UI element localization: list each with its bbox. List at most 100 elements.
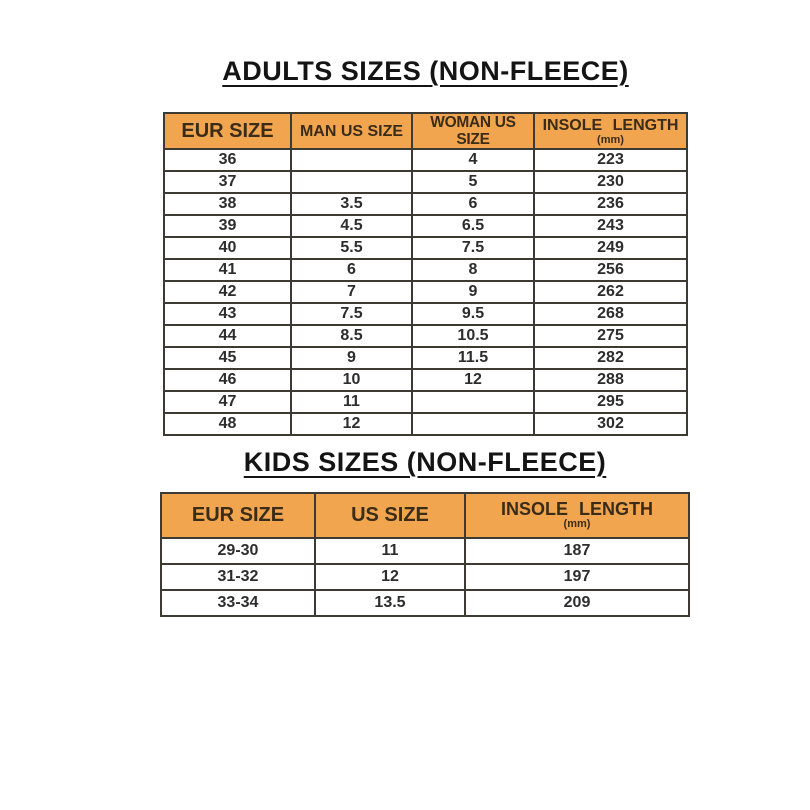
adults-table-cell: 223 [533, 148, 688, 172]
adults-table-cell: 10 [290, 368, 413, 392]
adults-table-cell: 47 [163, 390, 292, 414]
adults-table-cell: 6 [411, 192, 535, 216]
column-label: WOMAN US SIZE [430, 114, 516, 148]
adults-table-cell: 46 [163, 368, 292, 392]
adults-table-cell: 6.5 [411, 214, 535, 238]
kids-table-header-row: EUR SIZE US SIZE INSOLE LENGTH (mm) [160, 492, 690, 539]
kids-table-cell: 33-34 [160, 589, 316, 617]
adults-table-row: 47 11 295 [163, 390, 688, 414]
adults-table-header-row: EUR SIZE MAN US SIZE WOMAN US SIZE INSOLE L… [163, 112, 688, 150]
adults-table-cell: 262 [533, 280, 688, 304]
adults-table-row: 36 4 223 [163, 148, 688, 172]
adults-table-cell: 44 [163, 324, 292, 348]
adults-table-row: 42 7 9 262 [163, 280, 688, 304]
kids-table-cell: 29-30 [160, 537, 316, 565]
column-label: US SIZE [351, 504, 429, 526]
adults-table-cell: 9.5 [411, 302, 535, 326]
adults-table-header-cell: WOMAN US SIZE [411, 112, 535, 150]
kids-table-cell: 31-32 [160, 563, 316, 591]
adults-table-cell: 243 [533, 214, 688, 238]
adults-table-cell: 37 [163, 170, 292, 194]
adults-table-cell: 268 [533, 302, 688, 326]
kids-table-cell: 12 [314, 563, 466, 591]
column-label: EUR SIZE [181, 119, 274, 142]
adults-table-cell: 5.5 [290, 236, 413, 260]
adults-table-cell: 4.5 [290, 214, 413, 238]
adults-table-cell: 41 [163, 258, 292, 282]
adults-table-row: 45 9 11.5 282 [163, 346, 688, 370]
adults-table-row: 44 8.5 10.5 275 [163, 324, 688, 348]
adults-table-cell: 11 [290, 390, 413, 414]
adults-table-cell: 7.5 [290, 302, 413, 326]
column-unit-label: (mm) [597, 133, 624, 146]
adults-table-header-cell: MAN US SIZE [290, 112, 413, 150]
adults-table-cell: 256 [533, 258, 688, 282]
adults-table-cell: 10.5 [411, 324, 535, 348]
adults-table-row: 48 12 302 [163, 412, 688, 436]
kids-table-cell: 11 [314, 537, 466, 565]
adults-size-table: EUR SIZE MAN US SIZE WOMAN US SIZE INSOLE L… [163, 112, 688, 436]
adults-table-cell [411, 390, 535, 414]
adults-table-cell: 7.5 [411, 236, 535, 260]
kids-table-header-cell: US SIZE [314, 492, 466, 539]
column-label: INSOLE LENGTH [500, 499, 653, 519]
column-label: INSOLE LENGTH [542, 116, 679, 134]
adults-table-cell [411, 412, 535, 436]
adults-table-cell [290, 148, 413, 172]
adults-table-cell: 9 [290, 346, 413, 370]
kids-table-cell: 13.5 [314, 589, 466, 617]
adults-table-cell: 3.5 [290, 192, 413, 216]
column-label: MAN US SIZE [299, 122, 404, 140]
adults-table-cell: 39 [163, 214, 292, 238]
adults-table-cell: 36 [163, 148, 292, 172]
adults-table-row: 39 4.5 6.5 243 [163, 214, 688, 238]
adults-table-cell: 12 [411, 368, 535, 392]
adults-table-cell: 236 [533, 192, 688, 216]
adults-table-cell: 230 [533, 170, 688, 194]
adults-table-cell: 43 [163, 302, 292, 326]
adults-table-cell: 48 [163, 412, 292, 436]
adults-table-cell: 5 [411, 170, 535, 194]
adults-table-cell: 288 [533, 368, 688, 392]
kids-table-header-cell: INSOLE LENGTH (mm) [464, 492, 690, 539]
kids-size-table: EUR SIZE US SIZE INSOLE LENGTH (mm) 29-30 11 1… [160, 492, 690, 617]
adults-table-header-cell: EUR SIZE [163, 112, 292, 150]
adults-table-cell: 4 [411, 148, 535, 172]
kids-table-cell: 209 [464, 589, 690, 617]
adults-table-cell: 6 [290, 258, 413, 282]
kids-table-header-cell: EUR SIZE [160, 492, 316, 539]
adults-table-cell: 8.5 [290, 324, 413, 348]
kids-table-cell: 187 [464, 537, 690, 565]
adults-table-cell: 12 [290, 412, 413, 436]
adults-table-header-cell: INSOLE LENGTH (mm) [533, 112, 688, 150]
adults-table-row: 40 5.5 7.5 249 [163, 236, 688, 260]
adults-table-cell: 7 [290, 280, 413, 304]
adults-table-cell: 249 [533, 236, 688, 260]
kids-table-row: 33-34 13.5 209 [160, 589, 690, 617]
adults-table-cell: 9 [411, 280, 535, 304]
column-label: EUR SIZE [191, 504, 285, 526]
kids-section-title: KIDS SIZES (NON-FLEECE) [243, 447, 607, 477]
adults-table-cell: 295 [533, 390, 688, 414]
adults-table-row: 43 7.5 9.5 268 [163, 302, 688, 326]
adults-section-title: ADULTS SIZES (NON-FLEECE) [222, 56, 629, 86]
adults-table-cell: 38 [163, 192, 292, 216]
adults-table-row: 37 5 230 [163, 170, 688, 194]
adults-table-cell: 11.5 [411, 346, 535, 370]
adults-table-cell: 302 [533, 412, 688, 436]
adults-table-cell: 275 [533, 324, 688, 348]
column-unit-label: (mm) [563, 518, 591, 530]
adults-table-cell: 45 [163, 346, 292, 370]
adults-table-cell: 8 [411, 258, 535, 282]
adults-table-cell: 42 [163, 280, 292, 304]
adults-table-row: 41 6 8 256 [163, 258, 688, 282]
adults-table-row: 46 10 12 288 [163, 368, 688, 392]
kids-table-row: 29-30 11 187 [160, 537, 690, 565]
kids-table-row: 31-32 12 197 [160, 563, 690, 591]
adults-table-cell: 40 [163, 236, 292, 260]
kids-table-cell: 197 [464, 563, 690, 591]
adults-table-cell [290, 170, 413, 194]
adults-table-row: 38 3.5 6 236 [163, 192, 688, 216]
adults-table-cell: 282 [533, 346, 688, 370]
